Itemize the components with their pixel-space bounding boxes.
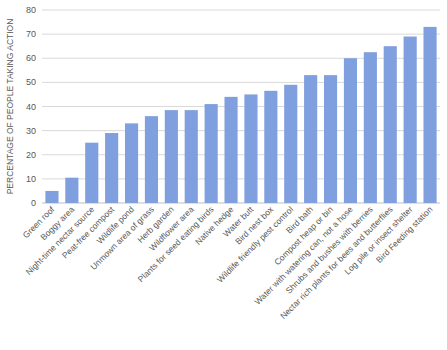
- y-axis-label: PERCENTAGE OF PEOPLE TAKING ACTION: [5, 19, 15, 195]
- bar: [384, 46, 397, 203]
- bar: [105, 133, 118, 203]
- bar: [125, 123, 138, 203]
- grid-line: [42, 34, 440, 35]
- bar: [85, 143, 98, 203]
- x-tick-label: Plants for seed eating birds: [136, 204, 216, 284]
- bar: [145, 116, 158, 203]
- y-tick-label: 70: [26, 29, 36, 39]
- grid-line: [42, 203, 440, 204]
- bar: [165, 110, 178, 203]
- bar: [284, 85, 297, 203]
- bar: [324, 75, 337, 203]
- y-tick-label: 20: [26, 150, 36, 160]
- y-tick-label: 10: [26, 174, 36, 184]
- y-tick-label: 30: [26, 126, 36, 136]
- bar: [65, 178, 78, 203]
- grid-line: [42, 154, 440, 155]
- bars: [45, 27, 436, 203]
- x-tick-label: Nectar rich plants for bees and butterfl…: [278, 204, 395, 321]
- chart: 0 10 20 30 40 50 60 70 80 PERCENTAGE OF PEOPLE TA…: [0, 0, 447, 350]
- bar: [185, 110, 198, 203]
- bar: [364, 52, 377, 203]
- grid-line: [42, 10, 440, 11]
- y-tick-label: 80: [26, 5, 36, 15]
- grid-line: [42, 58, 440, 59]
- bar: [423, 27, 436, 203]
- grid-line: [42, 82, 440, 83]
- bar: [344, 58, 357, 203]
- bar: [404, 37, 417, 203]
- bar: [205, 104, 218, 203]
- bar: [304, 75, 317, 203]
- bar: [264, 91, 277, 203]
- grid-line: [42, 106, 440, 107]
- grid-line: [42, 130, 440, 131]
- y-tick-label: 60: [26, 53, 36, 63]
- y-tick-label: 50: [26, 77, 36, 87]
- bar: [244, 94, 257, 203]
- grid-line: [42, 178, 440, 179]
- y-tick-label: 40: [26, 102, 36, 112]
- y-tick-label: 0: [31, 198, 36, 208]
- bar: [45, 191, 58, 203]
- bar: [224, 97, 237, 203]
- x-tick-label: Bird Feeding station: [374, 204, 435, 265]
